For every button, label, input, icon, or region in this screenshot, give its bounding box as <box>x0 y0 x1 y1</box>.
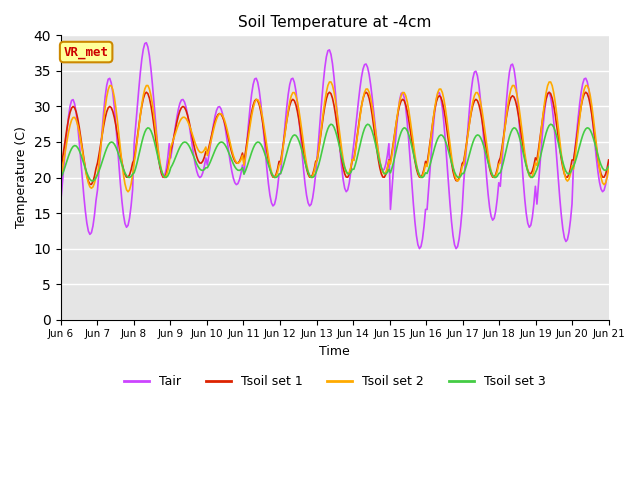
Tsoil set 3 <box>605 164 612 169</box>
Tsoil set 3 <box>327 121 335 127</box>
Title: Soil Temperature at -4cm: Soil Temperature at -4cm <box>238 15 431 30</box>
Tsoil set 2 <box>577 103 585 109</box>
Line: Tsoil set 1: Tsoil set 1 <box>61 92 609 184</box>
Tsoil set 1 <box>125 172 133 178</box>
Tsoil set 2 <box>125 187 133 192</box>
Tsoil set 1 <box>143 89 150 95</box>
Tsoil set 2 <box>327 79 335 85</box>
Tair <box>415 246 423 252</box>
X-axis label: Time: Time <box>319 345 350 358</box>
Legend: Tair, Tsoil set 1, Tsoil set 2, Tsoil set 3: Tair, Tsoil set 1, Tsoil set 2, Tsoil se… <box>118 370 551 393</box>
Tsoil set 3 <box>89 178 97 184</box>
Tsoil set 3 <box>298 148 306 154</box>
Tair <box>250 82 257 87</box>
Tair <box>577 89 585 95</box>
Tsoil set 2 <box>124 189 132 195</box>
Tsoil set 3 <box>222 143 230 149</box>
Text: VR_met: VR_met <box>63 46 109 59</box>
Line: Tsoil set 2: Tsoil set 2 <box>61 82 609 192</box>
Line: Tsoil set 3: Tsoil set 3 <box>61 124 609 181</box>
Tair <box>57 198 65 204</box>
Line: Tair: Tair <box>61 43 609 249</box>
Tsoil set 2 <box>57 174 65 180</box>
Tsoil set 1 <box>223 130 231 136</box>
Tair <box>240 171 248 177</box>
Tsoil set 1 <box>605 157 612 163</box>
Tsoil set 3 <box>57 175 65 180</box>
Tsoil set 3 <box>250 145 257 151</box>
Tsoil set 3 <box>240 171 248 177</box>
Tsoil set 1 <box>251 98 259 104</box>
Tsoil set 1 <box>577 103 585 109</box>
Tsoil set 1 <box>57 166 65 171</box>
Tair <box>605 160 612 166</box>
Tsoil set 1 <box>242 149 250 155</box>
Tsoil set 1 <box>88 181 95 187</box>
Tsoil set 3 <box>577 137 585 143</box>
Tair <box>143 40 150 46</box>
Tsoil set 3 <box>125 175 133 180</box>
Tsoil set 2 <box>605 166 612 172</box>
Tsoil set 2 <box>240 162 248 168</box>
Tsoil set 1 <box>300 148 307 154</box>
Tair <box>222 128 230 134</box>
Tsoil set 2 <box>250 105 257 111</box>
Tair <box>298 149 306 155</box>
Tsoil set 2 <box>298 129 306 135</box>
Tsoil set 2 <box>222 121 230 127</box>
Tair <box>124 223 132 228</box>
Y-axis label: Temperature (C): Temperature (C) <box>15 127 28 228</box>
